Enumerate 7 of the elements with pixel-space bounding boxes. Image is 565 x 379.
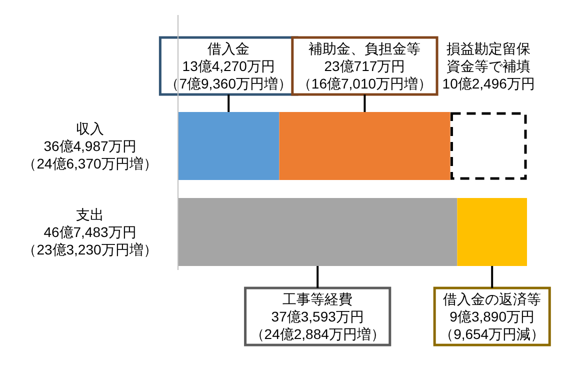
text: 補助金、負担金等23億717万円（16億7,010万円増） [297, 40, 432, 92]
category: 支出46億7,483万円（23億3,230万円増） [22, 206, 158, 258]
text: 借入金13億4,270万円（7億9,360万円増） [165, 40, 292, 92]
text: 損益勘定留保資金等で補填10億2,496万円 [442, 40, 535, 92]
text: 工事等経費37億3,593万円（24億2,884万円増） [250, 291, 385, 342]
text: 借入金の返済等9億3,890万円（9,654万円減） [440, 291, 545, 342]
category: 収入36億4,987万円（24億6,370万円増） [22, 120, 158, 172]
